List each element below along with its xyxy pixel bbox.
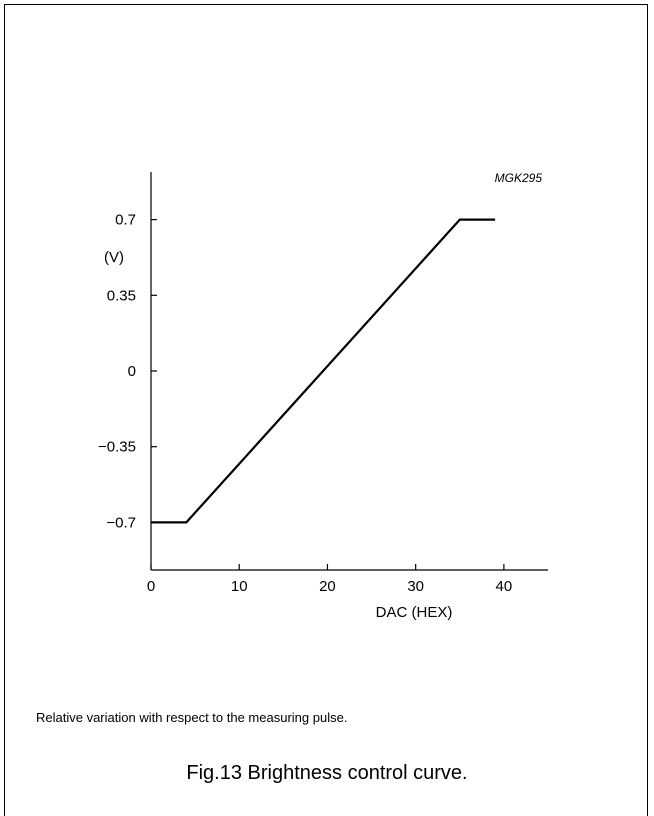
figure-code: MGK295 [495, 171, 543, 185]
x-tick-label: 20 [319, 578, 336, 595]
series-line [151, 218, 496, 524]
x-axis-label: DAC (HEX) [376, 604, 453, 621]
figure-frame [4, 4, 648, 816]
x-tick-label: 10 [231, 578, 248, 595]
chart-axes [150, 172, 548, 571]
chart-series [151, 218, 496, 524]
y-tick-label: −0.35 [98, 439, 136, 456]
y-tick-label: 0.7 [115, 212, 136, 229]
x-tick-label: 0 [147, 578, 155, 595]
chart-ticks: 0.7 0.35 0 −0.35 −0.7 0 10 20 30 40 [98, 212, 512, 595]
figure-note: Relative variation with respect to the m… [36, 710, 348, 725]
figure-caption: Fig.13 Brightness control curve. [186, 762, 468, 784]
y-tick-label: 0 [128, 363, 136, 380]
y-tick-label: −0.7 [106, 514, 136, 531]
y-tick-label: 0.35 [107, 287, 136, 304]
x-tick-label: 30 [407, 578, 424, 595]
y-axis-label: (V) [104, 249, 124, 266]
x-tick-label: 40 [496, 578, 513, 595]
